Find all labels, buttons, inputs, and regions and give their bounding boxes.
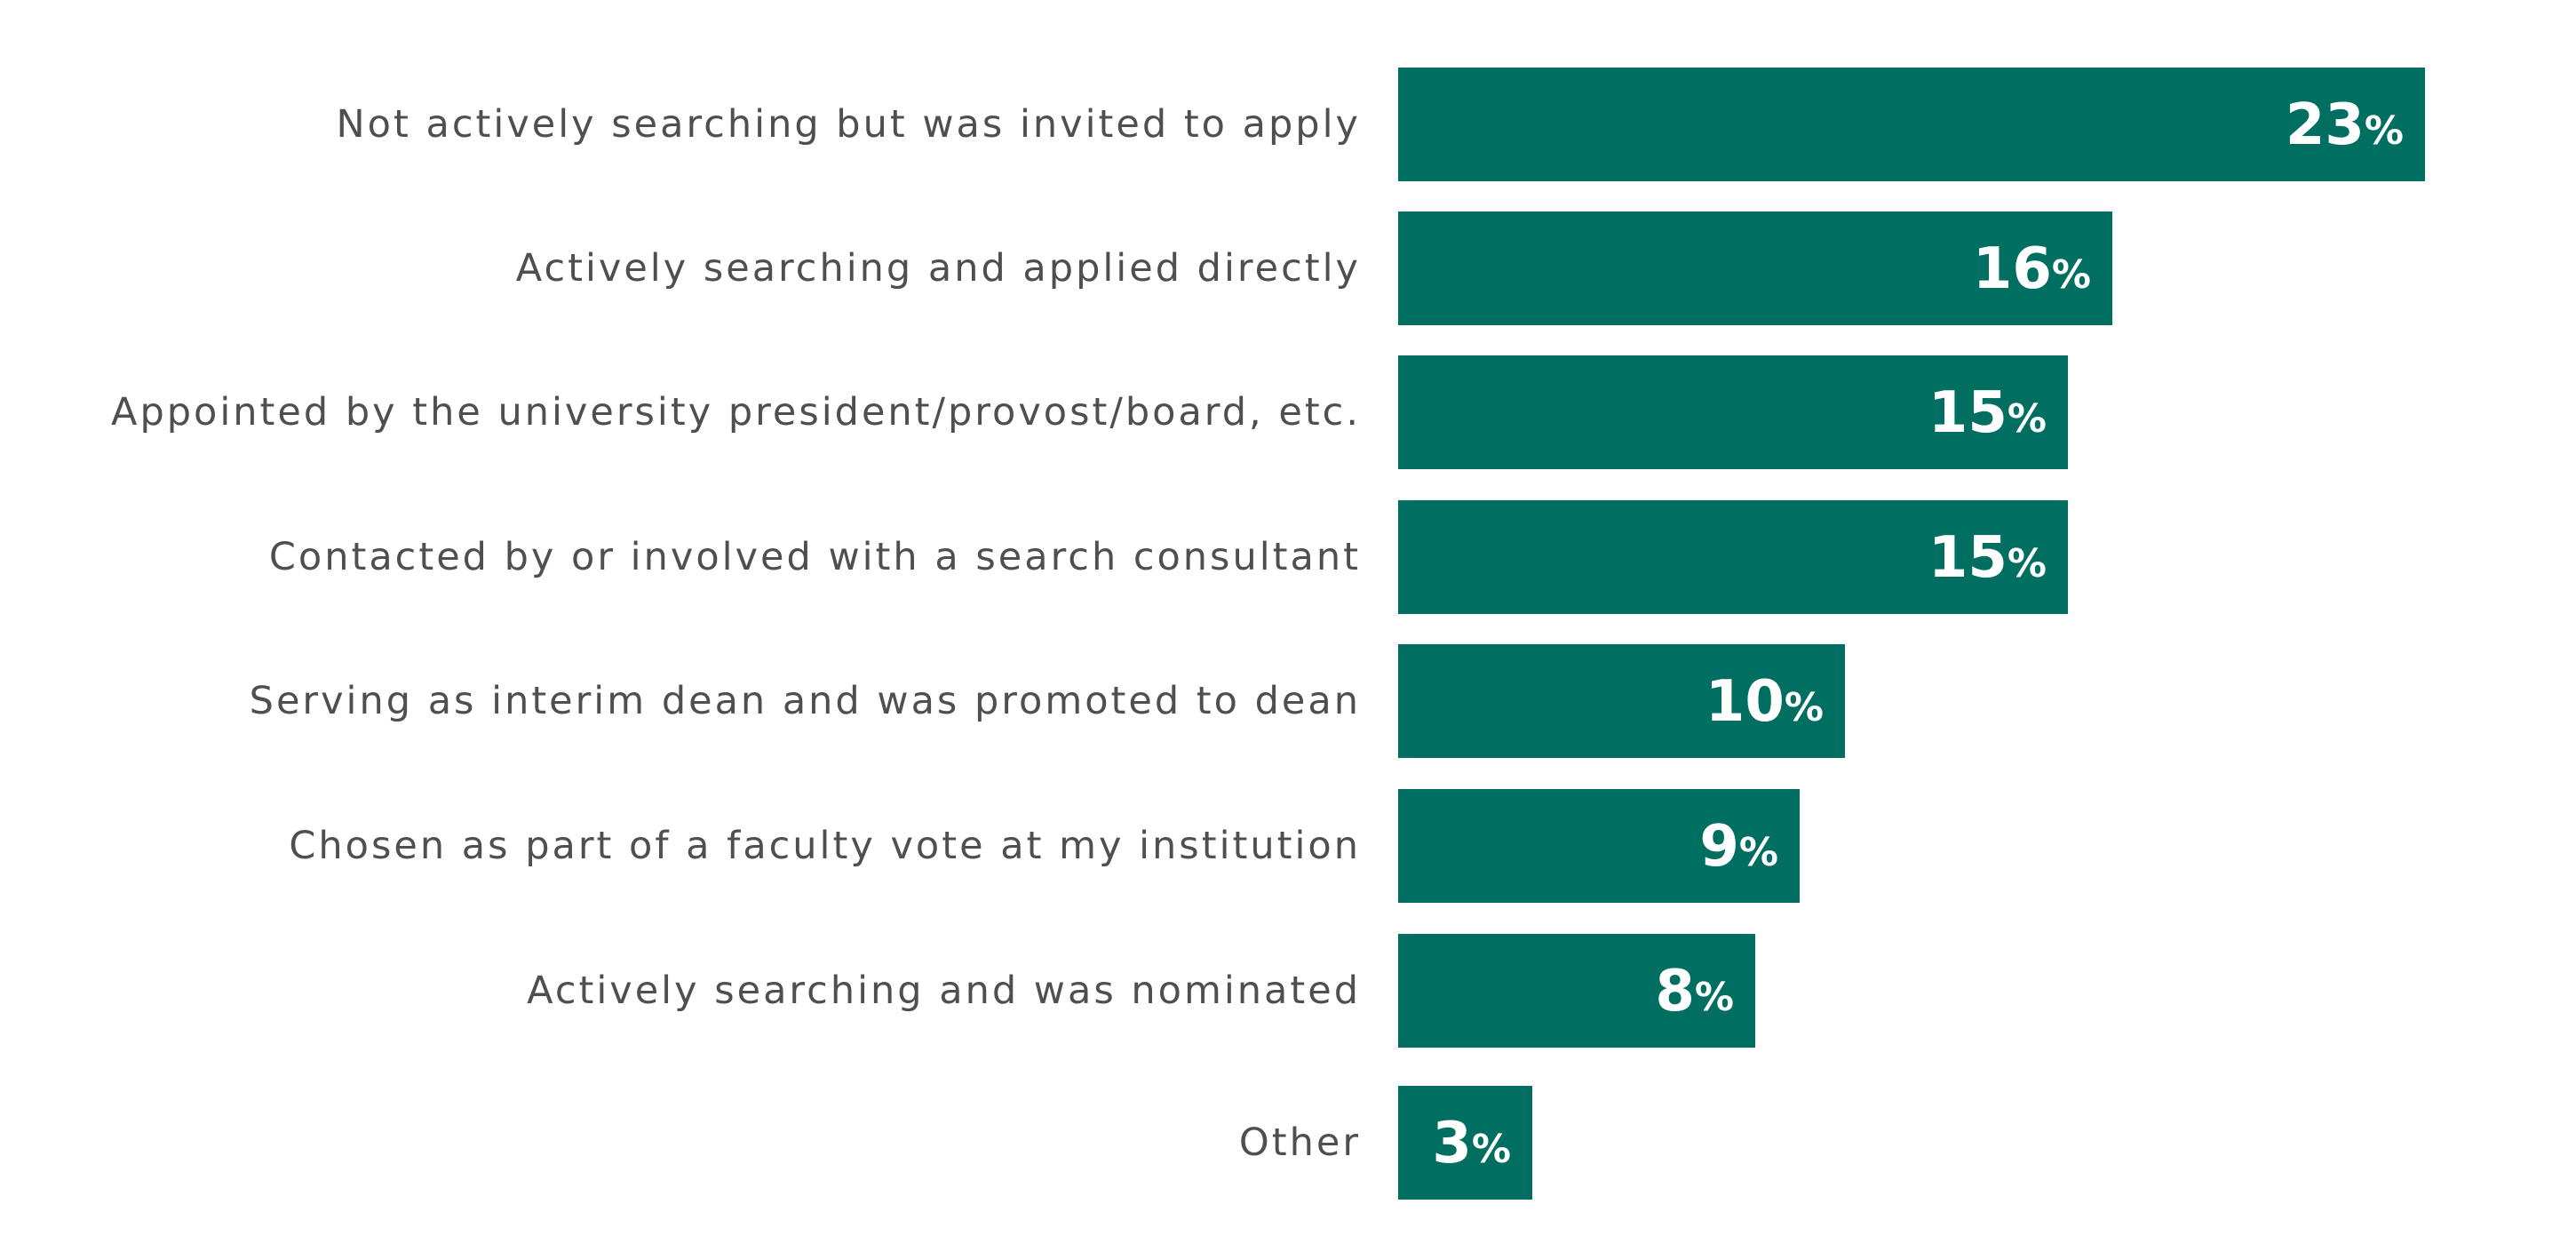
value-label: 15% [1928, 380, 2047, 446]
category-label: Actively searching and applied directly [516, 246, 1361, 291]
value-label: 9% [1699, 814, 1778, 880]
value-percent-sign: % [1739, 830, 1778, 875]
value-percent-sign: % [2008, 541, 2047, 586]
category-label: Appointed by the university president/pr… [111, 390, 1361, 435]
value-percent-sign: % [2008, 396, 2047, 442]
value-percent-sign: % [2052, 252, 2091, 298]
value-label: 8% [1655, 959, 1734, 1025]
category-label: Not actively searching but was invited t… [337, 102, 1361, 147]
value-number: 8 [1655, 959, 1695, 1025]
value-label: 3% [1432, 1111, 1511, 1176]
bar [1398, 789, 1800, 903]
value-label: 23% [2286, 92, 2404, 158]
value-number: 15 [1928, 380, 2008, 446]
value-label: 10% [1705, 669, 1824, 735]
value-label: 15% [1928, 525, 2047, 591]
bar [1398, 355, 2068, 469]
bar [1398, 934, 1755, 1048]
value-number: 23 [2286, 92, 2365, 158]
bars-layer [1398, 68, 2425, 1200]
bar [1398, 211, 2112, 325]
value-number: 3 [1432, 1111, 1472, 1176]
category-label: Actively searching and was nominated [527, 969, 1361, 1013]
bar [1398, 68, 2425, 181]
value-percent-sign: % [1472, 1127, 1511, 1172]
value-number: 9 [1699, 814, 1739, 880]
value-number: 15 [1928, 525, 2008, 591]
bar [1398, 644, 1845, 758]
value-percent-sign: % [2365, 108, 2404, 154]
category-label: Chosen as part of a faculty vote at my i… [289, 824, 1361, 868]
category-labels-layer: Not actively searching but was invited t… [111, 102, 1361, 1165]
category-label: Contacted by or involved with a search c… [269, 535, 1361, 579]
category-label: Serving as interim dean and was promoted… [250, 679, 1361, 723]
value-number: 10 [1705, 669, 1785, 735]
category-label: Other [1239, 1120, 1361, 1165]
bar [1398, 1086, 1532, 1200]
value-labels-layer: 23%16%15%15%10%9%8%3% [1432, 92, 2404, 1176]
value-label: 16% [1973, 236, 2091, 302]
value-percent-sign: % [1785, 685, 1824, 730]
value-number: 16 [1973, 236, 2052, 302]
value-percent-sign: % [1695, 975, 1734, 1020]
bar [1398, 500, 2068, 614]
